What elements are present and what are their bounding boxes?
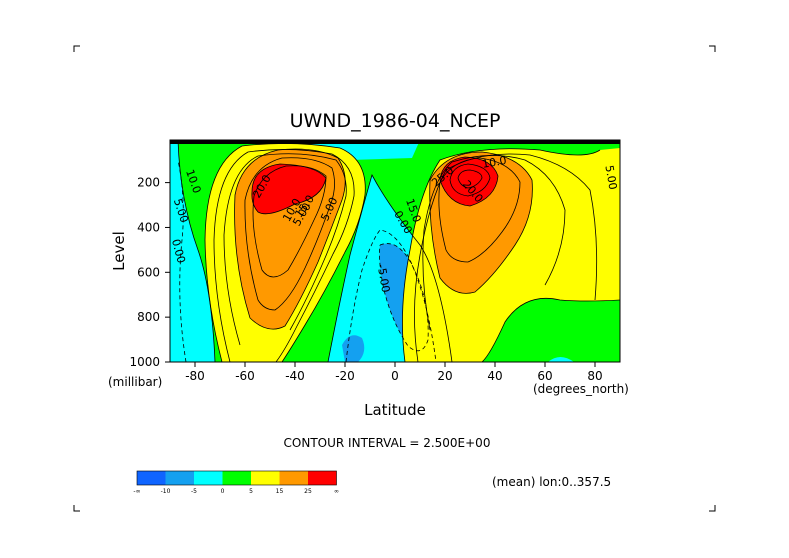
y-tick-label: 600 (137, 265, 160, 279)
x-tick-label: -80 (185, 369, 205, 383)
colorbar-label: -∞ (133, 488, 140, 495)
y-tick-label: 200 (137, 176, 160, 190)
contour-interval: CONTOUR INTERVAL = 2.500E+00 (284, 436, 491, 450)
x-tick-label: 40 (487, 369, 502, 383)
x-tick-label: -40 (285, 369, 305, 383)
contour-label: 10.0 (481, 154, 507, 171)
y-axis-title: Level (110, 231, 128, 271)
colorbar-label: ∞ (334, 488, 339, 495)
colorbar-frame (136, 470, 337, 486)
colorbar: -∞ -10 -5 0 5 15 25 ∞ (133, 470, 339, 495)
x-tick-label: -60 (235, 369, 255, 383)
chart-title: UWND_1986-04_NCEP (290, 110, 501, 132)
colorbar-label: 5 (249, 488, 253, 495)
y-tick-label: 800 (137, 310, 160, 324)
colorbar-swatch (222, 471, 251, 485)
x-tick-label: 60 (537, 369, 552, 383)
x-tick-label: -20 (335, 369, 355, 383)
contour-label: -5.00 (375, 263, 393, 293)
colorbar-label: 0 (221, 488, 225, 495)
plot-area (169, 139, 621, 363)
x-units-label: (degrees_north) (533, 382, 629, 396)
colorbar-label: -5 (191, 488, 197, 495)
x-tick-label: 80 (587, 369, 602, 383)
x-axis-title: Latitude (364, 401, 426, 419)
y-tick-label: 1000 (129, 355, 160, 369)
x-tick-label: 0 (391, 369, 399, 383)
contour-label: 0.00 (169, 238, 188, 265)
colorbar-swatch (279, 471, 308, 485)
colorbar-label: -10 (161, 488, 171, 495)
colorbar-swatch (251, 471, 280, 485)
corner-marks (73, 45, 716, 512)
contour-label: 5.00 (602, 164, 619, 190)
colorbar-label: 25 (304, 488, 312, 495)
x-axis: -80 -60 -40 -20 0 20 40 60 80 (185, 362, 603, 383)
y-units-label: (millibar) (108, 375, 162, 389)
colorbar-swatch (308, 471, 337, 485)
y-axis: 200 400 600 800 1000 (129, 176, 170, 369)
colorbar-label: 15 (276, 488, 284, 495)
averaging-note: (mean) lon:0..357.5 (492, 475, 611, 489)
x-tick-label: 20 (437, 369, 452, 383)
colorbar-swatch (137, 471, 166, 485)
y-tick-label: 400 (137, 220, 160, 234)
colorbar-swatch (165, 471, 194, 485)
colorbar-swatch (194, 471, 223, 485)
